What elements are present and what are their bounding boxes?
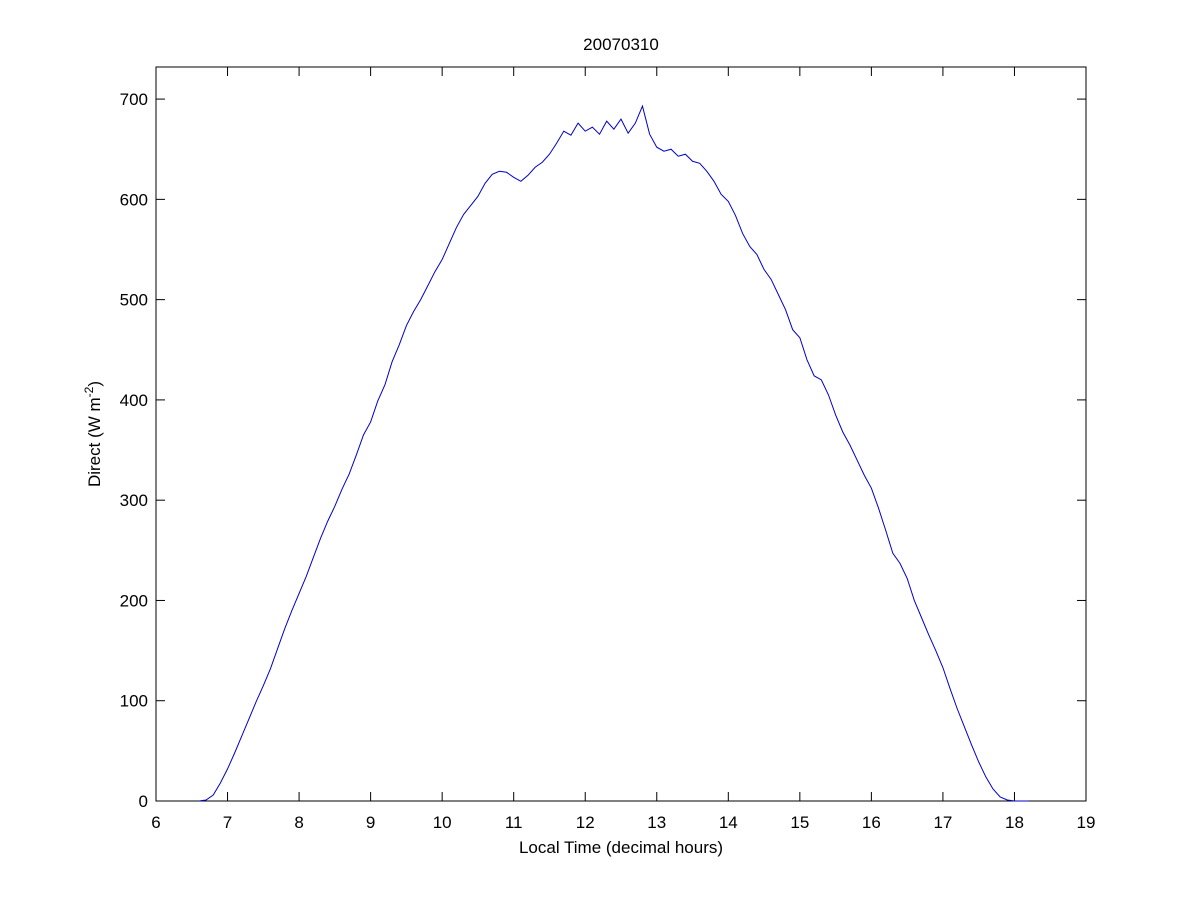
y-tick-label: 400 — [120, 391, 148, 410]
x-tick-label: 7 — [223, 813, 232, 832]
data-line — [198, 104, 1029, 802]
y-tick-label: 0 — [139, 792, 148, 811]
y-axis-label: Direct (W m-2) — [82, 381, 104, 487]
x-tick-label: 6 — [151, 813, 160, 832]
x-tick-label: 12 — [576, 813, 595, 832]
x-axis-label: Local Time (decimal hours) — [519, 838, 723, 857]
x-tick-label: 16 — [862, 813, 881, 832]
chart-title: 20070310 — [583, 35, 659, 54]
x-tick-label: 17 — [933, 813, 952, 832]
x-tick-label: 18 — [1005, 813, 1024, 832]
plot-frame — [155, 66, 1087, 802]
x-tick-label: 10 — [433, 813, 452, 832]
x-tick-label: 13 — [647, 813, 666, 832]
y-tick-label: 500 — [120, 291, 148, 310]
x-tick-label: 14 — [719, 813, 738, 832]
x-tick-label: 15 — [790, 813, 809, 832]
x-tick-label: 19 — [1077, 813, 1096, 832]
y-tick-label: 200 — [120, 591, 148, 610]
x-tick-label: 8 — [294, 813, 303, 832]
y-tick-label: 100 — [120, 692, 148, 711]
y-tick-label: 300 — [120, 491, 148, 510]
y-tick-label: 700 — [120, 90, 148, 109]
y-axis-label-text: Direct (W m — [85, 397, 104, 487]
x-tick-label: 9 — [366, 813, 375, 832]
x-tick-label: 11 — [505, 813, 523, 832]
y-tick-label: 600 — [120, 190, 148, 209]
y-axis-label-superscript: -2 — [82, 386, 96, 397]
y-axis-label-close: ) — [85, 381, 104, 387]
